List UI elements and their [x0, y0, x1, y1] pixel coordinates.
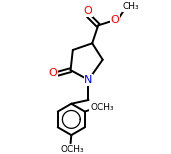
- Text: N: N: [84, 75, 93, 85]
- Text: OCH₃: OCH₃: [60, 145, 84, 154]
- Text: O: O: [48, 68, 57, 78]
- Text: O: O: [110, 15, 119, 25]
- Text: O: O: [83, 6, 92, 16]
- Text: CH₃: CH₃: [122, 2, 139, 11]
- Text: OCH₃: OCH₃: [90, 103, 114, 112]
